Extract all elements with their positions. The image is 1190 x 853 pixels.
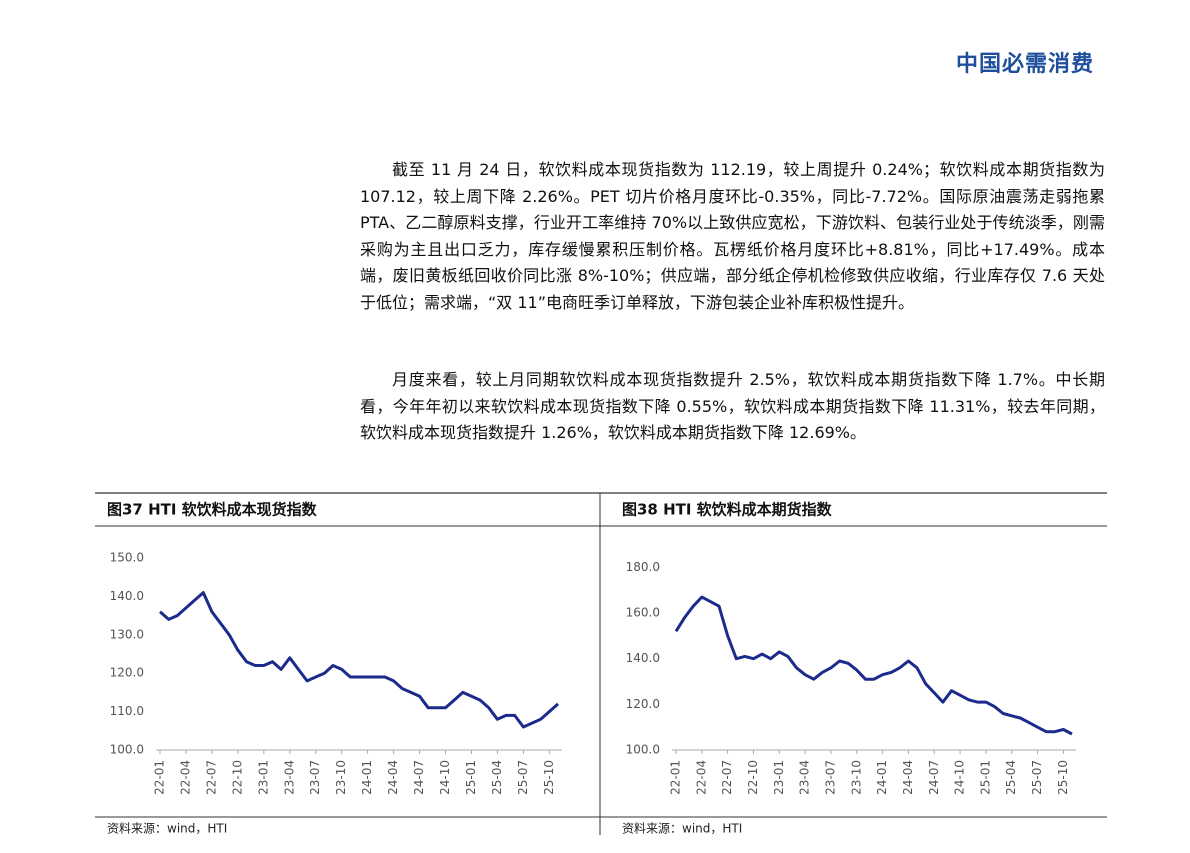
y-tick-label: 110.0 xyxy=(110,704,144,718)
x-tick-label: 25-04 xyxy=(490,760,504,795)
x-tick-label: 23-07 xyxy=(823,760,837,795)
x-tick-label: 22-04 xyxy=(694,760,708,795)
x-tick-label: 25-01 xyxy=(464,760,478,795)
x-tick-label: 22-01 xyxy=(153,760,167,795)
y-tick-label: 130.0 xyxy=(110,627,144,641)
source: 资料来源：wind，HTI xyxy=(622,822,742,836)
chart-title: 图37 HTI 软饮料成本现货指数 xyxy=(107,501,318,519)
x-tick-label: 24-04 xyxy=(901,760,915,795)
y-tick-label: 120.0 xyxy=(110,666,144,680)
x-tick-label: 22-10 xyxy=(746,760,760,795)
y-tick-label: 140.0 xyxy=(110,589,144,603)
line xyxy=(674,595,1073,736)
x-tick-label: 23-07 xyxy=(308,760,322,795)
chart-title: 图38 HTI 软饮料成本期货指数 xyxy=(622,501,833,519)
x-tick-label: 25-04 xyxy=(1004,760,1018,795)
x-tick-label: 24-07 xyxy=(927,760,941,795)
line xyxy=(159,591,559,729)
x-tick-label: 24-07 xyxy=(412,760,426,795)
y-tick-label: 100.0 xyxy=(626,743,660,757)
x-tick-label: 25-07 xyxy=(1030,760,1044,795)
x-tick-label: 24-04 xyxy=(386,760,400,795)
source: 资料来源：wind，HTI xyxy=(107,822,227,836)
y-tick-label: 100.0 xyxy=(110,743,144,757)
x-tick-label: 22-07 xyxy=(720,760,734,795)
x-tick-label: 25-07 xyxy=(516,760,530,795)
paragraph: 截至 11 月 24 日，软饮料成本现货指数为 112.19，较上周提升 0.2… xyxy=(360,160,1105,312)
y-tick-label: 140.0 xyxy=(626,651,660,665)
y-tick-label: 180.0 xyxy=(626,560,660,574)
y-tick-label: 120.0 xyxy=(626,697,660,711)
x-tick-label: 23-01 xyxy=(256,760,270,795)
x-tick-label: 23-04 xyxy=(282,760,296,795)
paragraph: 月度来看，较上月同期软饮料成本现货指数提升 2.5%，软饮料成本期货指数下降 1… xyxy=(360,370,1105,442)
x-tick-label: 23-10 xyxy=(334,760,348,795)
x-tick-label: 25-10 xyxy=(542,760,556,795)
x-tick-label: 24-01 xyxy=(875,760,889,795)
x-tick-label: 22-07 xyxy=(204,760,218,795)
y-tick-label: 150.0 xyxy=(110,551,144,565)
x-tick-label: 23-10 xyxy=(849,760,863,795)
x-tick-label: 22-10 xyxy=(230,760,244,795)
x-tick-label: 24-01 xyxy=(360,760,374,795)
x-tick-label: 22-01 xyxy=(669,760,683,795)
x-tick-label: 25-01 xyxy=(978,760,992,795)
y-tick-label: 160.0 xyxy=(626,606,660,620)
x-tick-label: 22-04 xyxy=(178,760,192,795)
x-tick-label: 23-04 xyxy=(798,760,812,795)
x-tick-label: 24-10 xyxy=(438,760,452,795)
x-tick-label: 25-10 xyxy=(1056,760,1070,795)
header-title: 中国必需消费 xyxy=(955,52,1094,77)
x-tick-label: 23-01 xyxy=(772,760,786,795)
x-tick-label: 24-10 xyxy=(953,760,967,795)
